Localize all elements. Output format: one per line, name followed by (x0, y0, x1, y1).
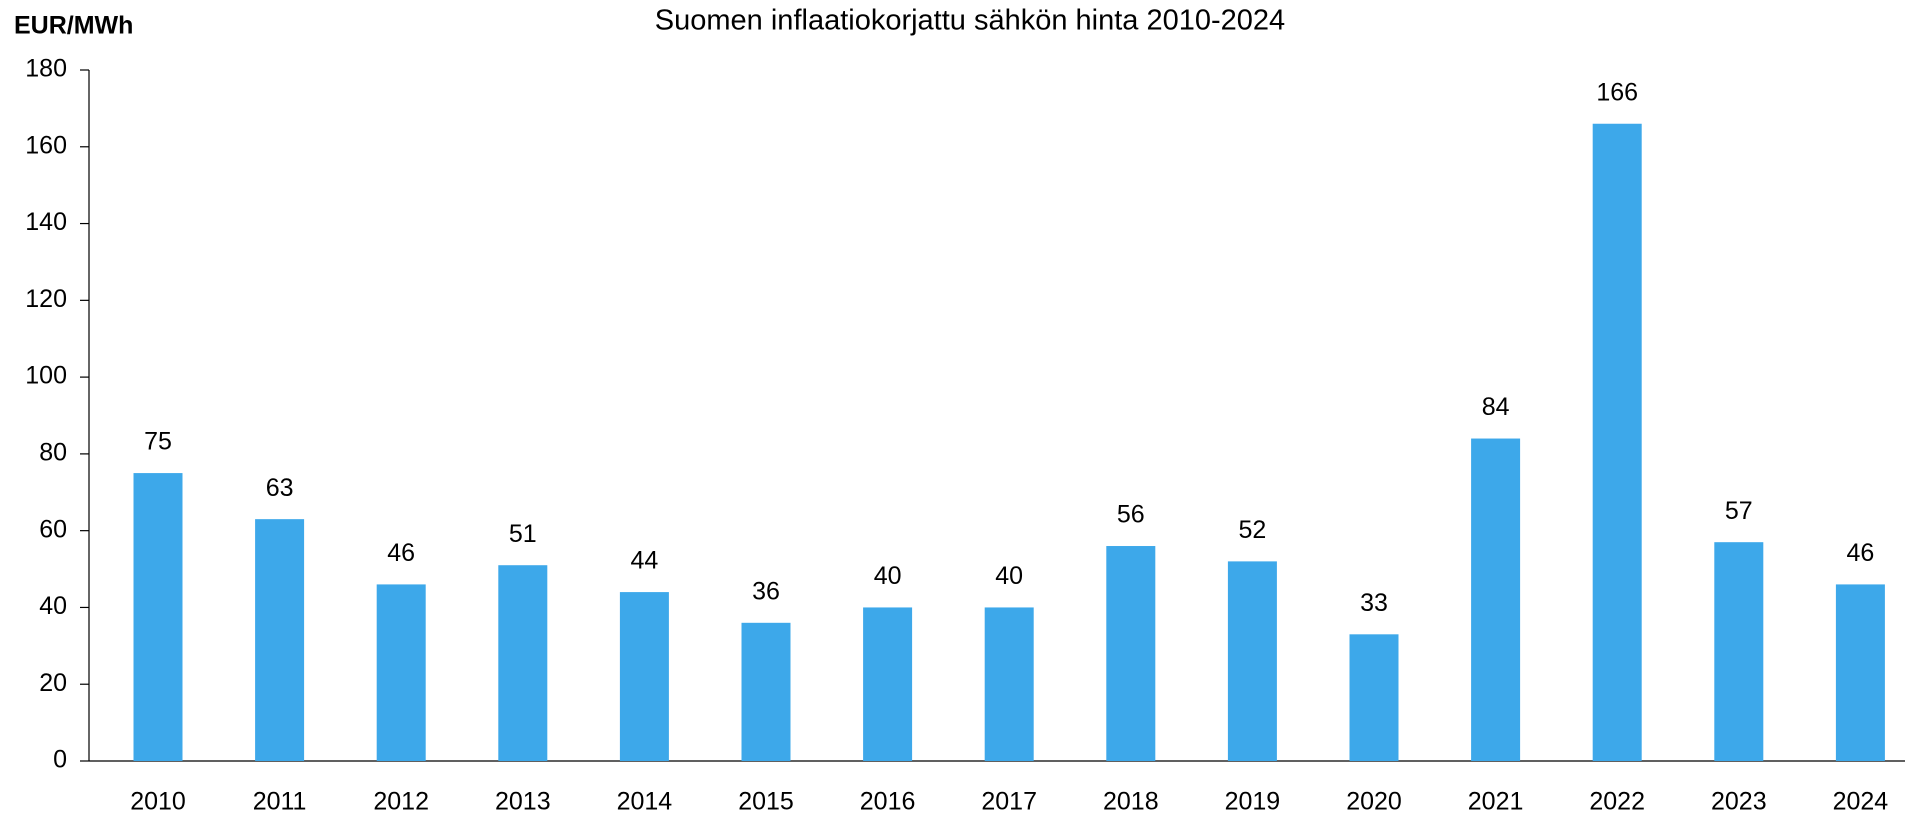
data-label: 40 (995, 562, 1023, 590)
data-label: 46 (387, 539, 415, 567)
data-label: 57 (1725, 497, 1753, 525)
bar (1592, 123, 1642, 761)
bar (1471, 438, 1521, 761)
x-tick-label: 2019 (1225, 788, 1281, 816)
data-label: 40 (874, 562, 902, 590)
y-tick-label: 20 (39, 669, 67, 697)
y-tick-label: 0 (53, 746, 67, 774)
y-tick-label: 80 (39, 438, 67, 466)
data-label: 36 (752, 577, 780, 605)
x-tick-label: 2020 (1346, 788, 1402, 816)
data-label: 46 (1846, 539, 1874, 567)
data-label: 84 (1482, 393, 1510, 421)
x-tick-label: 2024 (1833, 788, 1889, 816)
data-label: 51 (509, 520, 537, 548)
bar (255, 519, 305, 761)
data-label: 33 (1360, 589, 1388, 617)
x-tick-label: 2021 (1468, 788, 1524, 816)
bar (619, 592, 669, 761)
x-tick-label: 2012 (373, 788, 429, 816)
x-tick-label: 2011 (253, 788, 307, 816)
x-tick-label: 2022 (1589, 788, 1645, 816)
x-tick-label: 2018 (1103, 788, 1159, 816)
data-label: 63 (266, 474, 294, 502)
y-tick-label: 40 (39, 592, 67, 620)
x-tick-label: 2023 (1711, 788, 1767, 816)
bar (863, 607, 913, 761)
data-label: 166 (1596, 78, 1638, 106)
bar (1349, 634, 1399, 761)
data-label: 75 (144, 428, 172, 456)
x-tick-label: 2015 (738, 788, 794, 816)
bar (1714, 542, 1764, 761)
bar (1227, 561, 1277, 761)
data-label: 44 (630, 547, 658, 575)
data-label: 56 (1117, 501, 1145, 529)
y-tick-label: 60 (39, 515, 67, 543)
y-axis-label: EUR/MWh (14, 12, 133, 40)
bar (376, 584, 426, 761)
bar (1835, 584, 1885, 761)
x-tick-label: 2010 (130, 788, 186, 816)
bar (1106, 546, 1156, 761)
bar (741, 622, 791, 761)
x-tick-label: 2017 (981, 788, 1037, 816)
x-tick-label: 2016 (860, 788, 916, 816)
data-label: 52 (1238, 516, 1266, 544)
bar (133, 473, 183, 761)
y-tick-label: 180 (25, 55, 67, 83)
y-tick-label: 160 (25, 131, 67, 159)
y-tick-label: 100 (25, 362, 67, 390)
bar (984, 607, 1034, 761)
y-tick-label: 120 (25, 285, 67, 313)
x-tick-label: 2013 (495, 788, 551, 816)
chart-title: Suomen inflaatiokorjattu sähkön hinta 20… (655, 5, 1285, 37)
y-tick-label: 140 (25, 208, 67, 236)
x-tick-label: 2014 (617, 788, 673, 816)
bar (498, 565, 548, 761)
